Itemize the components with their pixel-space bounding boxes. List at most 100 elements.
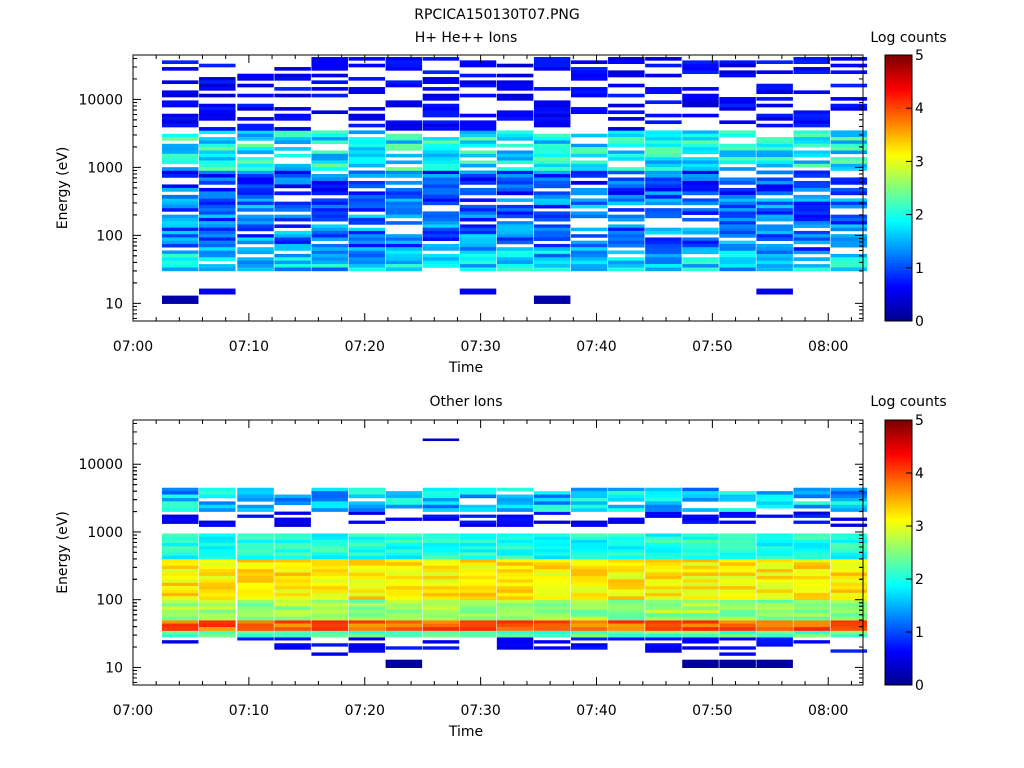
heatmap-cell <box>571 520 608 524</box>
heatmap-cell <box>756 609 793 614</box>
heatmap-cell <box>237 599 274 604</box>
heatmap-cell <box>645 623 682 628</box>
colorbar-segment <box>885 132 912 136</box>
heatmap-cell <box>496 97 534 101</box>
heatmap-cell <box>274 267 311 272</box>
heatmap-cell <box>161 616 199 621</box>
heatmap-cell <box>385 497 423 502</box>
x-tick-label: 07:40 <box>576 339 616 355</box>
colorbar-segment <box>885 299 912 303</box>
heatmap-cell <box>422 167 460 171</box>
heatmap-cell <box>311 60 348 65</box>
heatmap-cell <box>533 603 571 607</box>
colorbar-segment <box>885 433 912 437</box>
heatmap-cell <box>793 208 830 212</box>
heatmap-cell <box>422 599 460 604</box>
heatmap-cell <box>830 572 868 577</box>
heatmap-cell <box>311 217 348 222</box>
heatmap-cell <box>756 562 793 567</box>
heatmap-cell <box>793 555 830 560</box>
heatmap-cell <box>608 133 645 138</box>
heatmap-cell <box>161 143 199 148</box>
heatmap-cell <box>608 130 645 135</box>
heatmap-cell <box>459 257 497 261</box>
heatmap-cell <box>682 508 719 512</box>
heatmap-cell <box>830 180 868 185</box>
heatmap-cell <box>645 586 682 590</box>
heatmap-cell <box>682 180 719 185</box>
heatmap-cell <box>161 575 199 580</box>
heatmap-cell <box>199 153 236 158</box>
figure-title: RPCICA150130T07.PNG <box>414 7 579 23</box>
heatmap-cell <box>756 250 793 255</box>
heatmap-cell <box>422 247 460 251</box>
heatmap-cell <box>237 217 274 222</box>
heatmap-cell <box>756 177 793 182</box>
heatmap-cell <box>682 517 719 521</box>
heatmap-cell <box>459 603 497 607</box>
heatmap-cell <box>645 613 682 617</box>
heatmap-cell <box>385 627 423 631</box>
heatmap-cell <box>385 83 423 88</box>
heatmap-cell <box>348 267 386 272</box>
heatmap-cell <box>793 257 830 261</box>
heatmap-cell <box>459 613 497 617</box>
heatmap-cell <box>645 569 682 573</box>
heatmap-cell <box>533 230 571 235</box>
heatmap-cell <box>422 603 460 607</box>
colorbar-segment <box>885 536 912 540</box>
heatmap-cell <box>645 198 682 202</box>
heatmap-cell <box>237 575 274 580</box>
colorbar-segment <box>885 650 912 654</box>
heatmap-cell <box>496 582 534 587</box>
heatmap-cell <box>682 201 719 206</box>
heatmap-cell <box>533 609 571 614</box>
heatmap-cell <box>237 201 274 206</box>
heatmap-cell <box>756 150 793 155</box>
heatmap-cell <box>645 167 682 171</box>
heatmap-cell <box>459 599 497 604</box>
colorbar-segment <box>885 488 912 493</box>
colorbar-segment <box>885 523 912 527</box>
heatmap-cell <box>719 533 756 537</box>
heatmap-cell <box>348 247 386 251</box>
heatmap-cell <box>311 586 348 590</box>
heatmap-cell <box>793 201 830 206</box>
heatmap-cell <box>161 214 199 219</box>
heatmap-cell <box>571 180 608 185</box>
heatmap-cell <box>348 198 386 202</box>
heatmap-cell <box>385 147 423 151</box>
heatmap-cell <box>496 237 534 241</box>
heatmap-cell <box>348 546 386 550</box>
heatmap-cell <box>459 514 497 518</box>
heatmap-cell <box>161 113 199 118</box>
heatmap-cell <box>459 250 497 255</box>
heatmap-cell <box>830 201 868 206</box>
heatmap-cell <box>719 217 756 222</box>
heatmap-cell <box>274 616 311 621</box>
heatmap-cell <box>645 643 682 647</box>
colorbar-segment <box>885 496 912 500</box>
heatmap-cell <box>161 208 199 212</box>
heatmap-cell <box>161 243 199 248</box>
colorbar-segment <box>885 669 912 673</box>
colorbar-segment <box>885 435 912 440</box>
heatmap-cell <box>274 201 311 206</box>
heatmap-cell <box>459 565 497 570</box>
heatmap-cell <box>756 596 793 600</box>
heatmap-cell <box>719 198 756 202</box>
heatmap-cell <box>793 187 830 192</box>
heatmap-cell <box>199 143 236 148</box>
heatmap-cell <box>571 153 608 158</box>
heatmap-cell <box>199 150 236 155</box>
heatmap-cell <box>161 596 199 600</box>
colorbar-segment <box>885 76 912 80</box>
heatmap-cell <box>830 582 868 587</box>
heatmap-cell <box>682 630 719 635</box>
colorbar-segment <box>885 626 912 630</box>
heatmap-cell <box>645 170 682 175</box>
heatmap-cell <box>385 623 423 628</box>
heatmap-cell <box>608 599 645 604</box>
heatmap-cell <box>199 549 236 553</box>
heatmap-cell <box>161 100 199 105</box>
